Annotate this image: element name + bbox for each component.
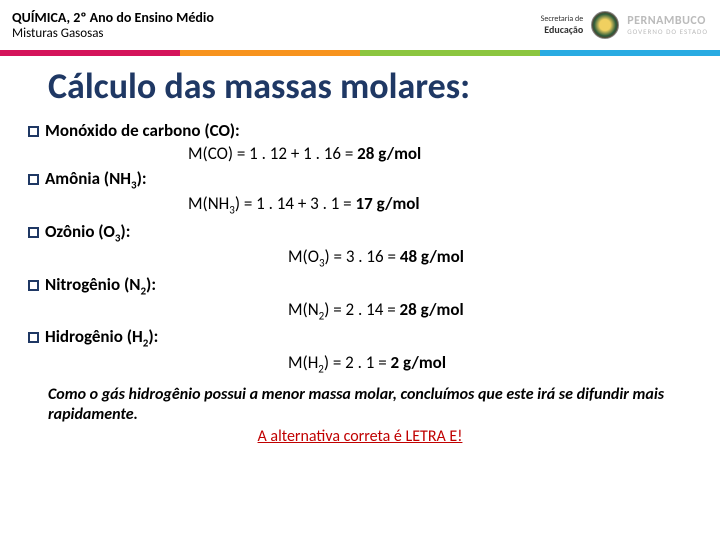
co-formula-pre: M(CO) = 1 . 12 + 1 . 16 =: [188, 143, 357, 164]
header-right: Secretaria de Educação PERNAMBUCO GOVERN…: [541, 11, 708, 39]
item-o3-label: Ozônio (O3):: [28, 221, 692, 244]
o3-label-b: ):: [120, 221, 130, 242]
item-n2-label: Nitrogênio (N2):: [28, 274, 692, 297]
bullet-icon: [28, 227, 39, 238]
h2-res: 2 g/mol: [391, 352, 446, 373]
n2-formula: M(N2) = 2 . 14 = 28 g/mol: [28, 299, 692, 322]
item-h2-label: Hidrogênio (H2):: [28, 326, 692, 349]
h2-pre-b: ) = 2 . 1 =: [324, 352, 391, 373]
page-title: Cálculo das massas molares:: [0, 56, 720, 118]
header-left: QUÍMICA, 2º Ano do Ensino Médio Misturas…: [12, 9, 541, 41]
o3-formula: M(O3) = 3 . 16 = 48 g/mol: [28, 246, 692, 269]
nh3-pre-a: M(NH: [188, 193, 229, 214]
nh3-formula: M(NH3) = 1 . 14 + 3 . 1 = 17 g/mol: [28, 193, 692, 216]
secretaria-text: Secretaria de Educação: [541, 15, 584, 35]
state-seal-icon: [591, 11, 619, 39]
gov-line2: GOVERNO DO ESTADO: [627, 28, 708, 36]
h2-label-b: ):: [148, 326, 158, 347]
co-formula-res: 28 g/mol: [357, 143, 421, 164]
conclusion-text: Como o gás hidrogênio possui a menor mas…: [28, 379, 692, 425]
course-title: QUÍMICA, 2º Ano do Ensino Médio: [12, 9, 541, 26]
item-co-label: Monóxido de carbono (CO):: [28, 120, 692, 141]
co-formula: M(CO) = 1 . 12 + 1 . 16 = 28 g/mol: [28, 143, 692, 164]
nh3-pre-b: ) = 1 . 14 + 3 . 1 =: [235, 193, 356, 214]
h2-formula: M(H2) = 2 . 1 = 2 g/mol: [28, 352, 692, 375]
bullet-icon: [28, 332, 39, 343]
bullet-icon: [28, 126, 39, 137]
n2-label-a: Nitrogênio (N: [45, 274, 140, 295]
n2-label-b: ):: [146, 274, 156, 295]
n2-pre-a: M(N: [288, 299, 319, 320]
h2-label-a: Hidrogênio (H: [45, 326, 143, 347]
secretaria-line2: Educação: [541, 24, 584, 35]
h2-pre-a: M(H: [288, 352, 318, 373]
co-label-text: Monóxido de carbono (CO):: [45, 120, 240, 141]
o3-pre-b: ) = 3 . 16 =: [325, 246, 400, 267]
o3-res: 48 g/mol: [400, 246, 464, 267]
answer-text: A alternativa correta é LETRA E!: [28, 427, 692, 446]
content-area: Monóxido de carbono (CO): M(CO) = 1 . 12…: [0, 120, 720, 446]
slide-header: QUÍMICA, 2º Ano do Ensino Médio Misturas…: [0, 0, 720, 50]
nh3-label-b: ):: [137, 168, 147, 189]
gov-text: PERNAMBUCO GOVERNO DO ESTADO: [627, 15, 708, 36]
color-stripe: [0, 50, 720, 56]
n2-pre-b: ) = 2 . 14 =: [324, 299, 399, 320]
nh3-label-a: Amônia (NH: [45, 168, 131, 189]
n2-res: 28 g/mol: [400, 299, 464, 320]
o3-label-a: Ozônio (O: [45, 221, 115, 242]
course-subtitle: Misturas Gasosas: [12, 26, 541, 41]
item-nh3-label: Amônia (NH3):: [28, 168, 692, 191]
bullet-icon: [28, 174, 39, 185]
o3-pre-a: M(O: [288, 246, 319, 267]
nh3-res: 17 g/mol: [356, 193, 420, 214]
bullet-icon: [28, 280, 39, 291]
gov-line1: PERNAMBUCO: [627, 15, 708, 28]
